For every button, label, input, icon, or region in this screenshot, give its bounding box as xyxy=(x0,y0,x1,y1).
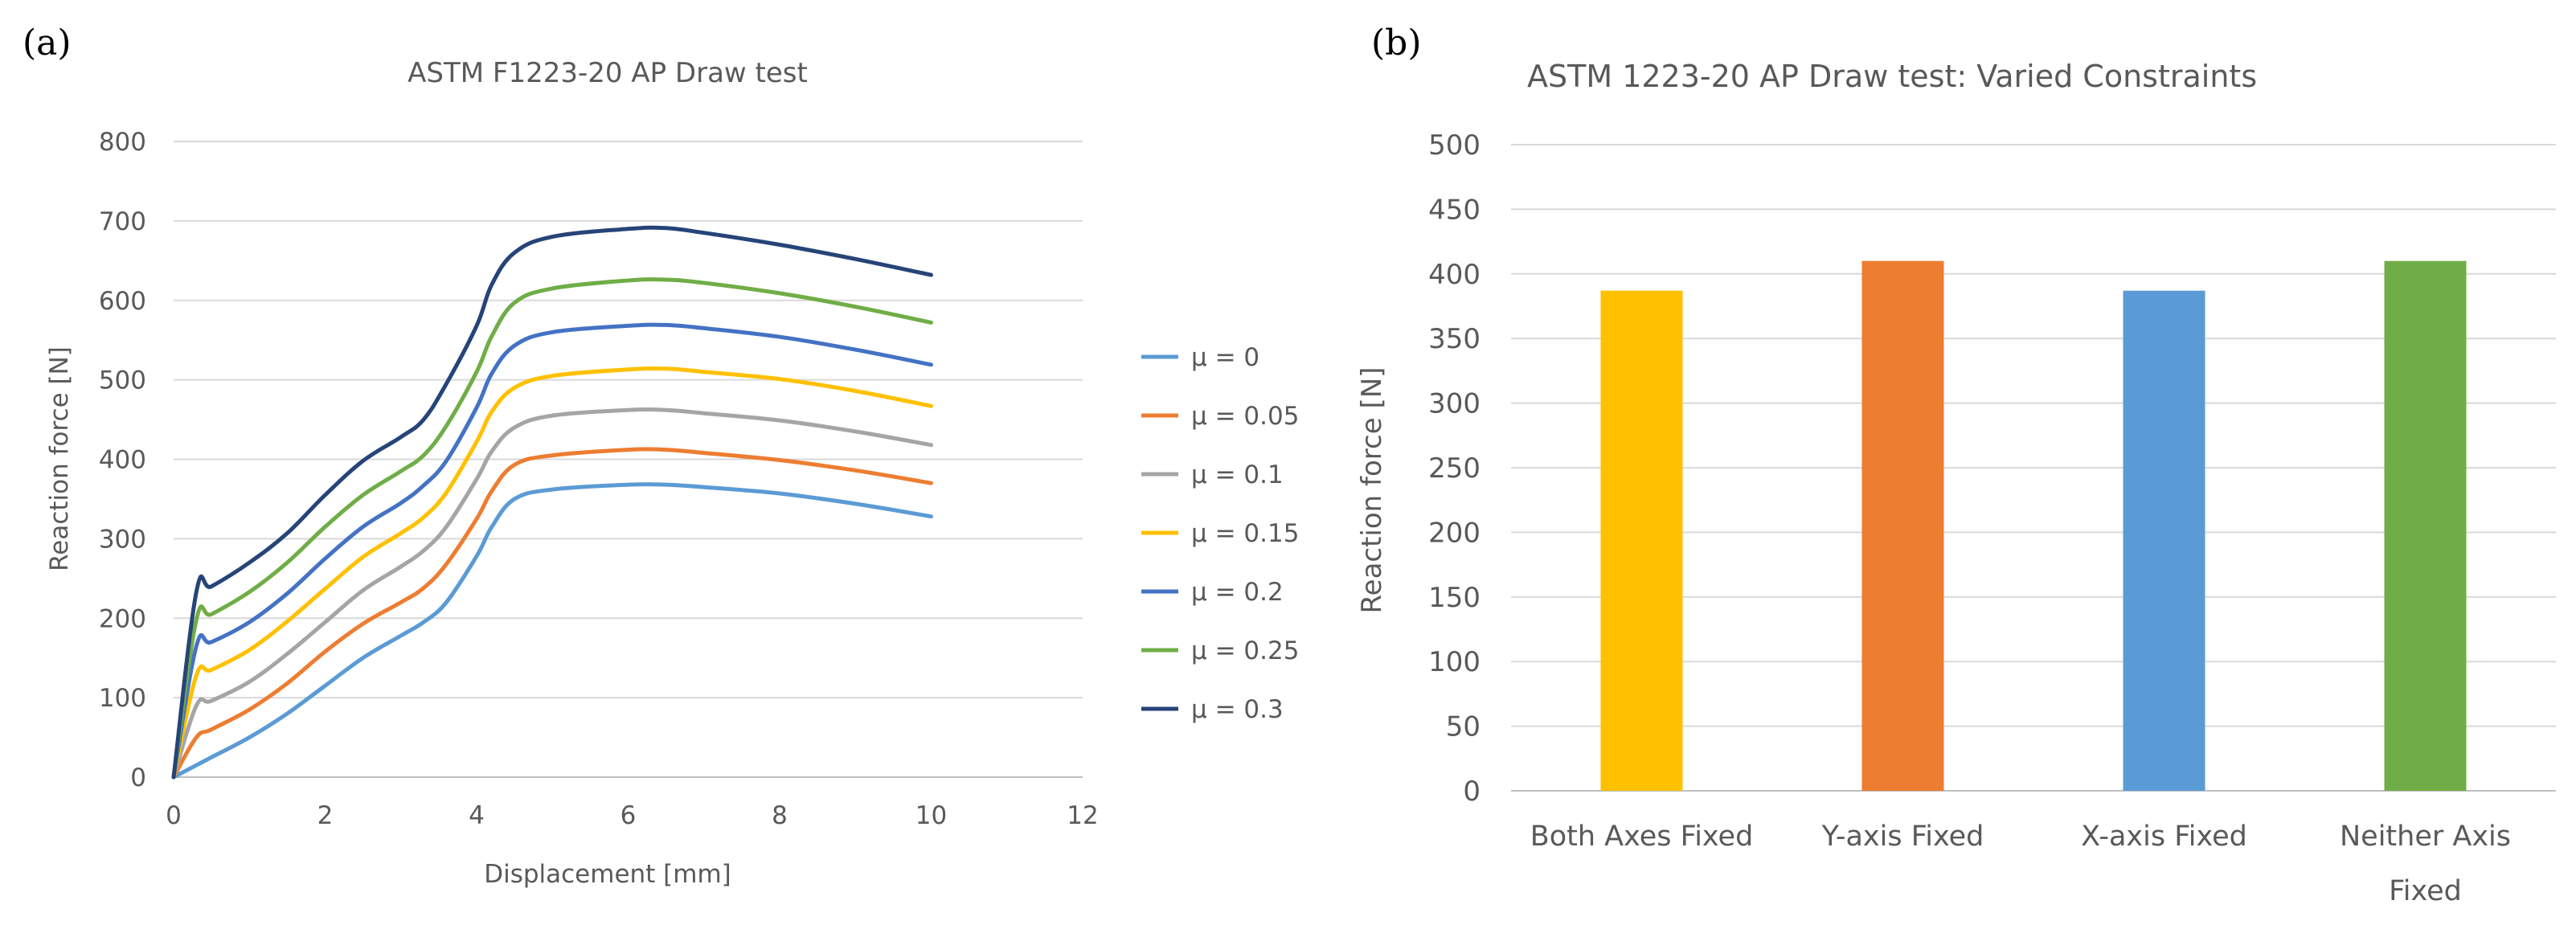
y-tick-label: 200 xyxy=(1428,517,1480,549)
series-line-6 xyxy=(171,225,933,780)
y-tick-label: 400 xyxy=(1428,259,1480,291)
line-chart-gridlines xyxy=(174,141,1083,699)
x-tick-label: 2 xyxy=(317,801,334,830)
y-tick-label: 150 xyxy=(1428,582,1480,614)
x-tick-label: 4 xyxy=(469,801,485,830)
line-chart-y-axis-label: Reaction force [N] xyxy=(45,346,74,571)
category-label: X-axis Fixed xyxy=(2081,821,2247,853)
bar xyxy=(2384,260,2467,792)
y-tick-label: 250 xyxy=(1428,452,1480,485)
x-tick-label: 0 xyxy=(166,801,182,830)
y-tick-label: 100 xyxy=(99,684,146,713)
y-tick-label: 350 xyxy=(1428,323,1480,355)
y-tick-label: 300 xyxy=(99,525,146,554)
y-tick-label: 500 xyxy=(99,366,146,395)
line-chart: ASTM F1223-20 AP Draw test 0100200300400… xyxy=(45,57,1299,889)
series-line-1 xyxy=(171,447,933,780)
y-tick-label: 400 xyxy=(99,446,146,475)
x-tick-label: 6 xyxy=(620,801,637,830)
line-chart-legend: μ = 0 μ = 0.05 μ = 0.1 μ = 0.15 μ = 0.2 μ = 0… xyxy=(1141,343,1299,724)
legend-label: μ = 0.05 xyxy=(1191,402,1299,431)
panel-b-label: (b) xyxy=(1371,23,1422,63)
y-tick-label: 500 xyxy=(1428,129,1480,162)
category-label-line2: Fixed xyxy=(2389,875,2462,907)
bar xyxy=(1861,260,1944,792)
series-line-2 xyxy=(171,407,933,780)
y-tick-label: 50 xyxy=(1446,711,1480,743)
category-label: Neither Axis xyxy=(2340,821,2511,853)
legend-label: μ = 0.2 xyxy=(1191,578,1284,607)
line-chart-x-axis-label: Displacement [mm] xyxy=(484,860,731,889)
y-tick-label: 450 xyxy=(1428,194,1480,226)
y-tick-label: 100 xyxy=(1428,646,1480,678)
bar-chart-title: ASTM 1223-20 AP Draw test: Varied Constr… xyxy=(1527,59,2257,94)
bar-chart: ASTM 1223-20 AP Draw test: Varied Constr… xyxy=(1356,59,2556,907)
series-line-0 xyxy=(171,482,933,780)
series-line-4 xyxy=(171,322,933,780)
y-tick-label: 300 xyxy=(1428,388,1480,420)
line-chart-title: ASTM F1223-20 AP Draw test xyxy=(407,57,808,89)
line-chart-series xyxy=(171,225,933,780)
line-chart-y-ticks: 0 100 200 300 400 500 600 700 800 xyxy=(99,128,146,792)
series-line-5 xyxy=(171,277,933,780)
y-tick-label: 600 xyxy=(99,287,146,316)
line-chart-x-ticks: 0 2 4 6 8 10 12 xyxy=(166,801,1099,830)
y-tick-label: 800 xyxy=(99,128,146,157)
bar-chart-bars xyxy=(1600,260,2467,792)
bar xyxy=(2123,290,2205,792)
y-tick-label: 0 xyxy=(130,763,146,792)
legend-label: μ = 0.15 xyxy=(1191,519,1299,548)
bar-chart-gridlines xyxy=(1511,144,2556,727)
legend-label: μ = 0.1 xyxy=(1191,460,1284,489)
x-tick-label: 10 xyxy=(915,801,947,830)
bar-chart-y-ticks: 0 50 100 150 200 250 300 350 400 450 500 xyxy=(1428,129,1480,808)
legend-label: μ = 0.3 xyxy=(1191,695,1284,724)
bar-chart-y-axis-label: Reaction force [N] xyxy=(1356,367,1388,614)
series-line-3 xyxy=(171,366,933,780)
category-label: Y-axis Fixed xyxy=(1821,821,1984,853)
y-tick-label: 200 xyxy=(99,604,146,633)
x-tick-label: 12 xyxy=(1067,801,1098,830)
panel-a-label: (a) xyxy=(23,23,72,63)
bar-chart-category-labels: Both Axes Fixed Y-axis Fixed X-axis Fixed N… xyxy=(1530,821,2511,907)
bar xyxy=(1600,290,1683,792)
y-tick-label: 0 xyxy=(1463,776,1480,808)
category-label: Both Axes Fixed xyxy=(1530,821,1754,853)
legend-label: μ = 0 xyxy=(1191,343,1259,372)
legend-label: μ = 0.25 xyxy=(1191,636,1299,665)
x-tick-label: 8 xyxy=(772,801,788,830)
y-tick-label: 700 xyxy=(99,207,146,236)
